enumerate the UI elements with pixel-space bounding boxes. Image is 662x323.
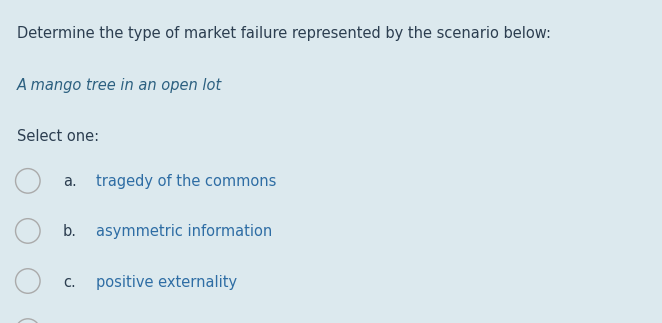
Text: Determine the type of market failure represented by the scenario below:: Determine the type of market failure rep… [17, 26, 551, 41]
Text: positive externality: positive externality [96, 275, 237, 289]
Text: b.: b. [63, 224, 77, 239]
Text: asymmetric information: asymmetric information [96, 224, 272, 239]
Text: Select one:: Select one: [17, 129, 99, 144]
Text: a.: a. [63, 174, 77, 189]
Text: c.: c. [63, 275, 75, 289]
Text: A mango tree in an open lot: A mango tree in an open lot [17, 78, 222, 92]
Text: tragedy of the commons: tragedy of the commons [96, 174, 276, 189]
